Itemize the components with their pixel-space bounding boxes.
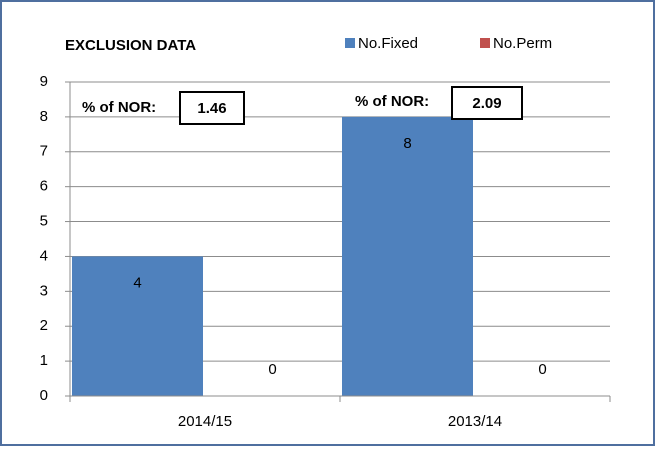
y-tick-label: 5 bbox=[40, 213, 48, 230]
bar bbox=[342, 116, 473, 396]
chart-title: EXCLUSION DATA bbox=[65, 37, 196, 54]
annotation-value: 1.46 bbox=[197, 100, 226, 117]
x-tick-label: 2013/14 bbox=[448, 413, 502, 430]
legend-swatch bbox=[345, 38, 355, 48]
annotation-label: % of NOR: bbox=[82, 99, 156, 116]
legend-label: No.Perm bbox=[493, 35, 552, 52]
y-tick-label: 9 bbox=[40, 73, 48, 90]
legend-swatch bbox=[480, 38, 490, 48]
data-label: 4 bbox=[133, 274, 141, 291]
y-tick-label: 0 bbox=[40, 387, 48, 404]
data-label: 8 bbox=[403, 135, 411, 152]
annotation-label: % of NOR: bbox=[355, 93, 429, 110]
data-label: 0 bbox=[538, 361, 546, 378]
annotation-value: 2.09 bbox=[472, 95, 501, 112]
annotation-box bbox=[179, 91, 245, 125]
y-tick-label: 1 bbox=[40, 352, 48, 369]
y-tick-label: 8 bbox=[40, 108, 48, 125]
y-tick-label: 3 bbox=[40, 282, 48, 299]
y-tick-label: 2 bbox=[40, 317, 48, 334]
y-tick-label: 7 bbox=[40, 143, 48, 160]
data-label: 0 bbox=[268, 361, 276, 378]
annotation-box bbox=[451, 86, 523, 120]
legend-label: No.Fixed bbox=[358, 35, 418, 52]
x-tick-label: 2014/15 bbox=[178, 413, 232, 430]
bar bbox=[72, 256, 203, 396]
y-tick-label: 6 bbox=[40, 178, 48, 195]
y-tick-label: 4 bbox=[40, 247, 48, 264]
